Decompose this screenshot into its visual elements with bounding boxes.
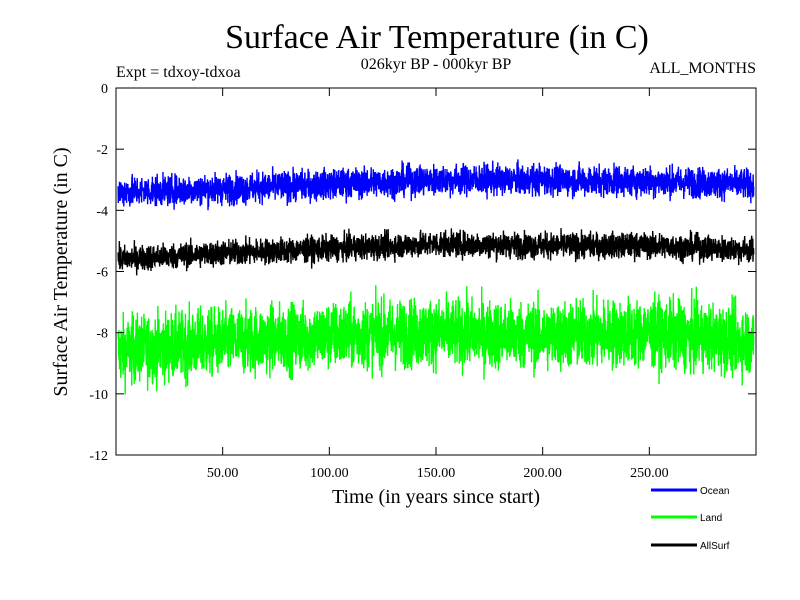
x-tick-label: 200.00 [523, 466, 562, 481]
x-tick-label: 250.00 [630, 466, 669, 481]
months-label: ALL_MONTHS [649, 60, 756, 77]
plot-frame [115, 87, 757, 456]
x-tick-label: 150.00 [417, 466, 456, 481]
ticks-layer: 50.00 100.00 150.00 200.00 250.00 0 -2 -4 -6 -8 -1… [89, 82, 756, 481]
legend: Ocean Land AllSurf [651, 486, 730, 552]
experiment-label: Expt = tdxoy-tdxoa [116, 64, 241, 81]
chart-title: Surface Air Temperature (in C) [225, 19, 649, 56]
x-tick-label: 50.00 [207, 466, 239, 481]
y-tick-label: -2 [96, 143, 108, 158]
x-axis-label: Time (in years since start) [332, 486, 540, 508]
legend-label-ocean: Ocean [700, 486, 729, 497]
series-layer [117, 159, 755, 395]
series-line-allsurf [117, 228, 755, 276]
chart-subtitle: 026kyr BP - 000kyr BP [361, 56, 512, 73]
x-tick-label: 100.00 [310, 466, 349, 481]
legend-label-allsurf: AllSurf [700, 541, 730, 552]
y-tick-label: 0 [101, 82, 108, 97]
y-tick-label: -12 [89, 449, 108, 464]
y-tick-label: -4 [96, 204, 108, 219]
y-tick-label: -10 [89, 388, 108, 403]
y-tick-label: -8 [96, 327, 108, 342]
y-tick-label: -6 [96, 266, 108, 281]
y-axis-label: Surface Air Temperature (in C) [50, 147, 72, 396]
series-line-ocean [117, 159, 755, 211]
series-line-land [117, 285, 755, 395]
legend-label-land: Land [700, 513, 722, 524]
